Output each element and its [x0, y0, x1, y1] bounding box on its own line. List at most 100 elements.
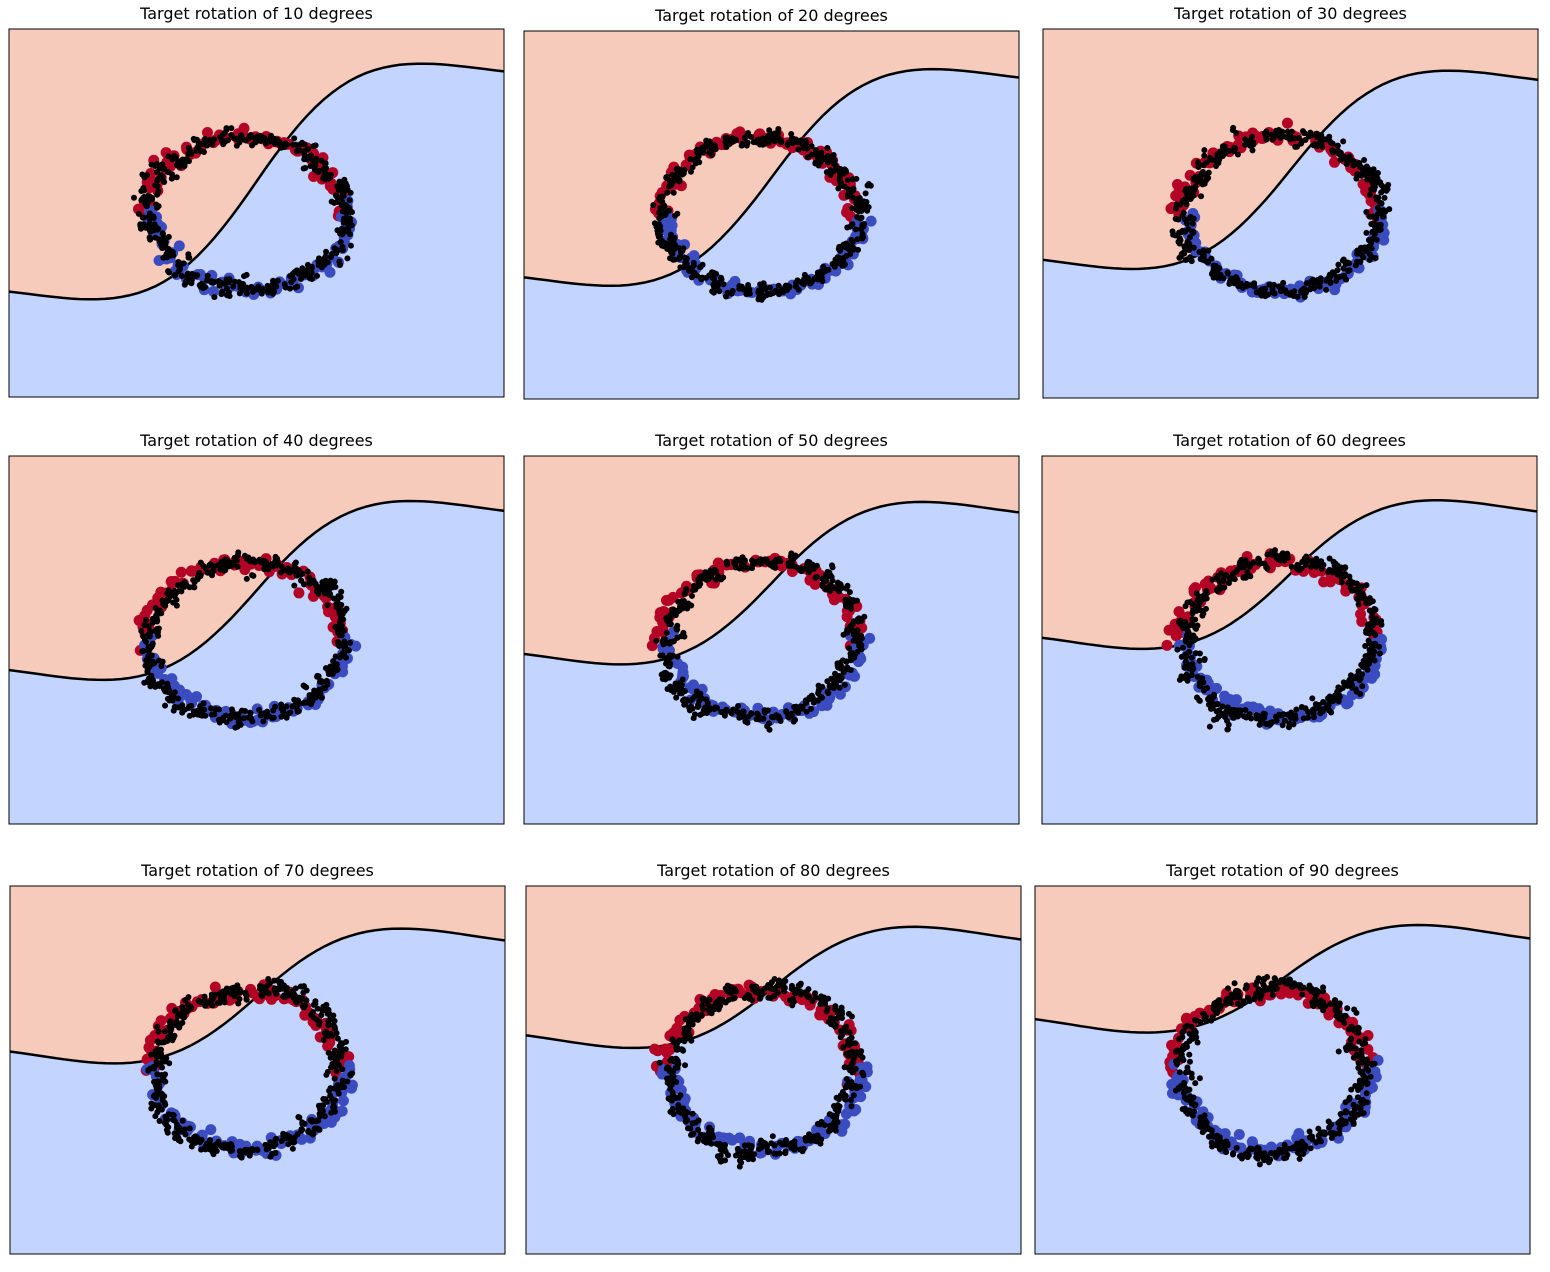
point-target-289 — [347, 242, 354, 249]
point-target-302 — [333, 250, 340, 257]
point-target-263 — [1338, 579, 1345, 586]
point-target-355 — [805, 278, 812, 285]
point-target-236 — [819, 575, 826, 582]
point-target-443 — [736, 714, 743, 721]
point-target-185 — [803, 139, 810, 146]
point-class-b-49 — [1247, 701, 1259, 713]
point-target-286 — [842, 596, 849, 603]
point-target-203 — [732, 988, 739, 995]
point-target-64 — [664, 654, 671, 661]
point-target-433 — [267, 1142, 274, 1149]
point-target-382 — [803, 708, 810, 715]
point-target-124 — [186, 584, 193, 591]
point-target-161 — [1230, 570, 1237, 577]
point-target-95 — [667, 611, 674, 618]
point-target-74 — [141, 622, 148, 629]
point-target-282 — [1380, 213, 1387, 220]
point-target-429 — [171, 272, 178, 279]
point-target-125 — [669, 1055, 676, 1062]
point-target-72 — [142, 617, 149, 624]
point-target-46 — [1183, 220, 1190, 227]
point-target-424 — [1284, 711, 1291, 718]
point-target-50 — [694, 1138, 701, 1145]
point-target-68 — [1198, 193, 1205, 200]
point-target-335 — [1357, 259, 1364, 266]
point-target-236 — [333, 193, 340, 200]
point-target-26 — [189, 1138, 196, 1145]
point-target-344 — [294, 283, 301, 290]
point-target-77 — [675, 1108, 682, 1115]
point-class-a-24 — [175, 566, 187, 578]
point-target-77 — [681, 633, 688, 640]
subplot-title: Target rotation of 70 degrees — [140, 861, 374, 880]
point-target-54 — [664, 189, 671, 196]
point-target-272 — [812, 990, 819, 997]
point-target-479 — [1205, 247, 1212, 254]
point-target-133 — [1201, 592, 1208, 599]
point-target-245 — [864, 182, 871, 189]
point-target-202 — [725, 983, 732, 990]
point-target-323 — [858, 646, 865, 653]
point-target-206 — [821, 155, 828, 162]
point-target-437 — [269, 1150, 276, 1157]
point-target-50 — [145, 654, 152, 661]
point-target-398 — [216, 282, 223, 289]
point-target-98 — [151, 1065, 158, 1072]
point-target-117 — [228, 125, 235, 132]
point-target-182 — [1305, 133, 1312, 140]
point-target-410 — [743, 286, 750, 293]
point-target-232 — [347, 189, 354, 196]
point-class-a-8 — [649, 1043, 661, 1055]
point-target-164 — [182, 997, 189, 1004]
point-target-195 — [307, 163, 314, 170]
point-target-455 — [1261, 710, 1268, 717]
point-target-127 — [693, 584, 700, 591]
point-target-404 — [1270, 281, 1277, 288]
point-target-167 — [699, 1002, 706, 1009]
point-target-431 — [216, 718, 223, 725]
point-target-351 — [274, 277, 281, 284]
point-target-242 — [805, 569, 812, 576]
point-target-221 — [1343, 154, 1350, 161]
point-target-407 — [211, 279, 218, 286]
point-target-254 — [825, 584, 832, 591]
point-target-275 — [297, 997, 304, 1004]
point-target-84 — [1182, 638, 1189, 645]
point-target-59 — [687, 1125, 694, 1132]
point-target-410 — [197, 283, 204, 290]
point-target-446 — [740, 709, 747, 716]
point-target-473 — [696, 698, 703, 705]
point-target-382 — [230, 283, 237, 290]
point-target-232 — [271, 987, 278, 994]
point-target-30 — [130, 194, 137, 201]
point-target-268 — [839, 584, 846, 591]
point-target-17 — [139, 214, 146, 221]
point-target-43 — [1194, 673, 1201, 680]
point-class-a-29 — [712, 557, 724, 569]
point-target-314 — [1366, 237, 1373, 244]
point-target-425 — [184, 270, 191, 277]
point-target-247 — [1361, 156, 1368, 163]
subplot-title: Target rotation of 10 degrees — [139, 4, 373, 23]
point-target-137 — [673, 1044, 680, 1051]
point-target-161 — [693, 1011, 700, 1018]
point-target-71 — [1184, 190, 1191, 197]
point-target-197 — [274, 555, 281, 562]
point-class-a-9 — [659, 1043, 671, 1055]
point-class-a-56 — [1324, 576, 1336, 588]
point-target-80 — [667, 1108, 674, 1115]
point-target-449 — [686, 267, 693, 274]
point-target-173 — [705, 1007, 712, 1014]
point-target-205 — [1329, 147, 1336, 154]
point-target-47 — [176, 1125, 183, 1132]
point-target-287 — [318, 1012, 325, 1019]
subplot-4: Target rotation of 40 degrees — [8, 431, 505, 825]
point-target-8 — [1225, 721, 1232, 728]
point-target-323 — [1366, 630, 1373, 637]
decision-boundary — [1042, 499, 1537, 651]
point-target-61 — [695, 1117, 702, 1124]
point-target-170 — [777, 137, 784, 144]
point-target-7 — [1182, 256, 1189, 263]
point-target-118 — [1197, 607, 1204, 614]
point-target-244 — [829, 564, 836, 571]
